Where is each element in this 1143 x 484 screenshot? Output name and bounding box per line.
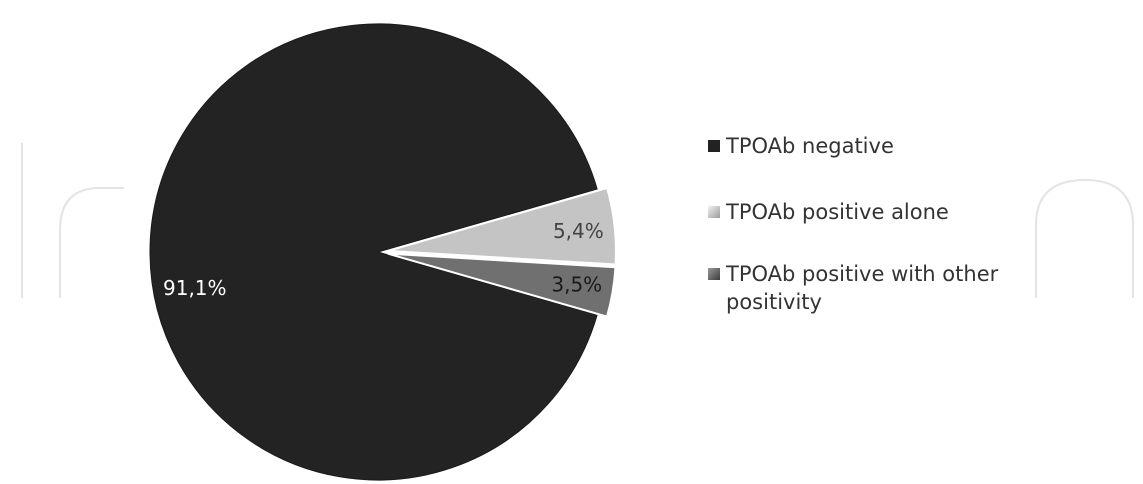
legend-item-tpoab-positive-with-other: TPOAb positive with other positivity: [708, 260, 1048, 316]
watermark-stroke: [59, 187, 124, 298]
legend: TPOAb negative TPOAb positive alone TPOA…: [708, 132, 1048, 354]
legend-label: TPOAb positive alone: [726, 200, 949, 224]
legend-item-tpoab-negative: TPOAb negative: [708, 132, 1048, 160]
watermark-stroke: [1035, 178, 1134, 298]
data-label-tpoab-negative: 91,1%: [163, 276, 227, 300]
pie-slices: [149, 23, 617, 481]
legend-label: TPOAb negative: [726, 134, 894, 158]
data-label-tpoab-positive-with-other: 3,5%: [551, 272, 602, 296]
legend-swatch: [708, 206, 720, 218]
slice-tpoab-negative: [149, 23, 598, 481]
legend-label: TPOAb positive with other positivity: [726, 262, 999, 314]
legend-item-tpoab-positive-alone: TPOAb positive alone: [708, 198, 1048, 226]
legend-swatch: [708, 268, 720, 280]
watermark: [21, 143, 1134, 298]
data-label-tpoab-positive-alone: 5,4%: [553, 219, 604, 243]
data-labels: 91,1% 5,4% 3,5%: [163, 219, 604, 300]
slice-tpoab-positive-alone: [387, 186, 617, 266]
legend-swatch: [708, 140, 720, 152]
slice-tpoab-positive-with-other: [387, 252, 617, 318]
